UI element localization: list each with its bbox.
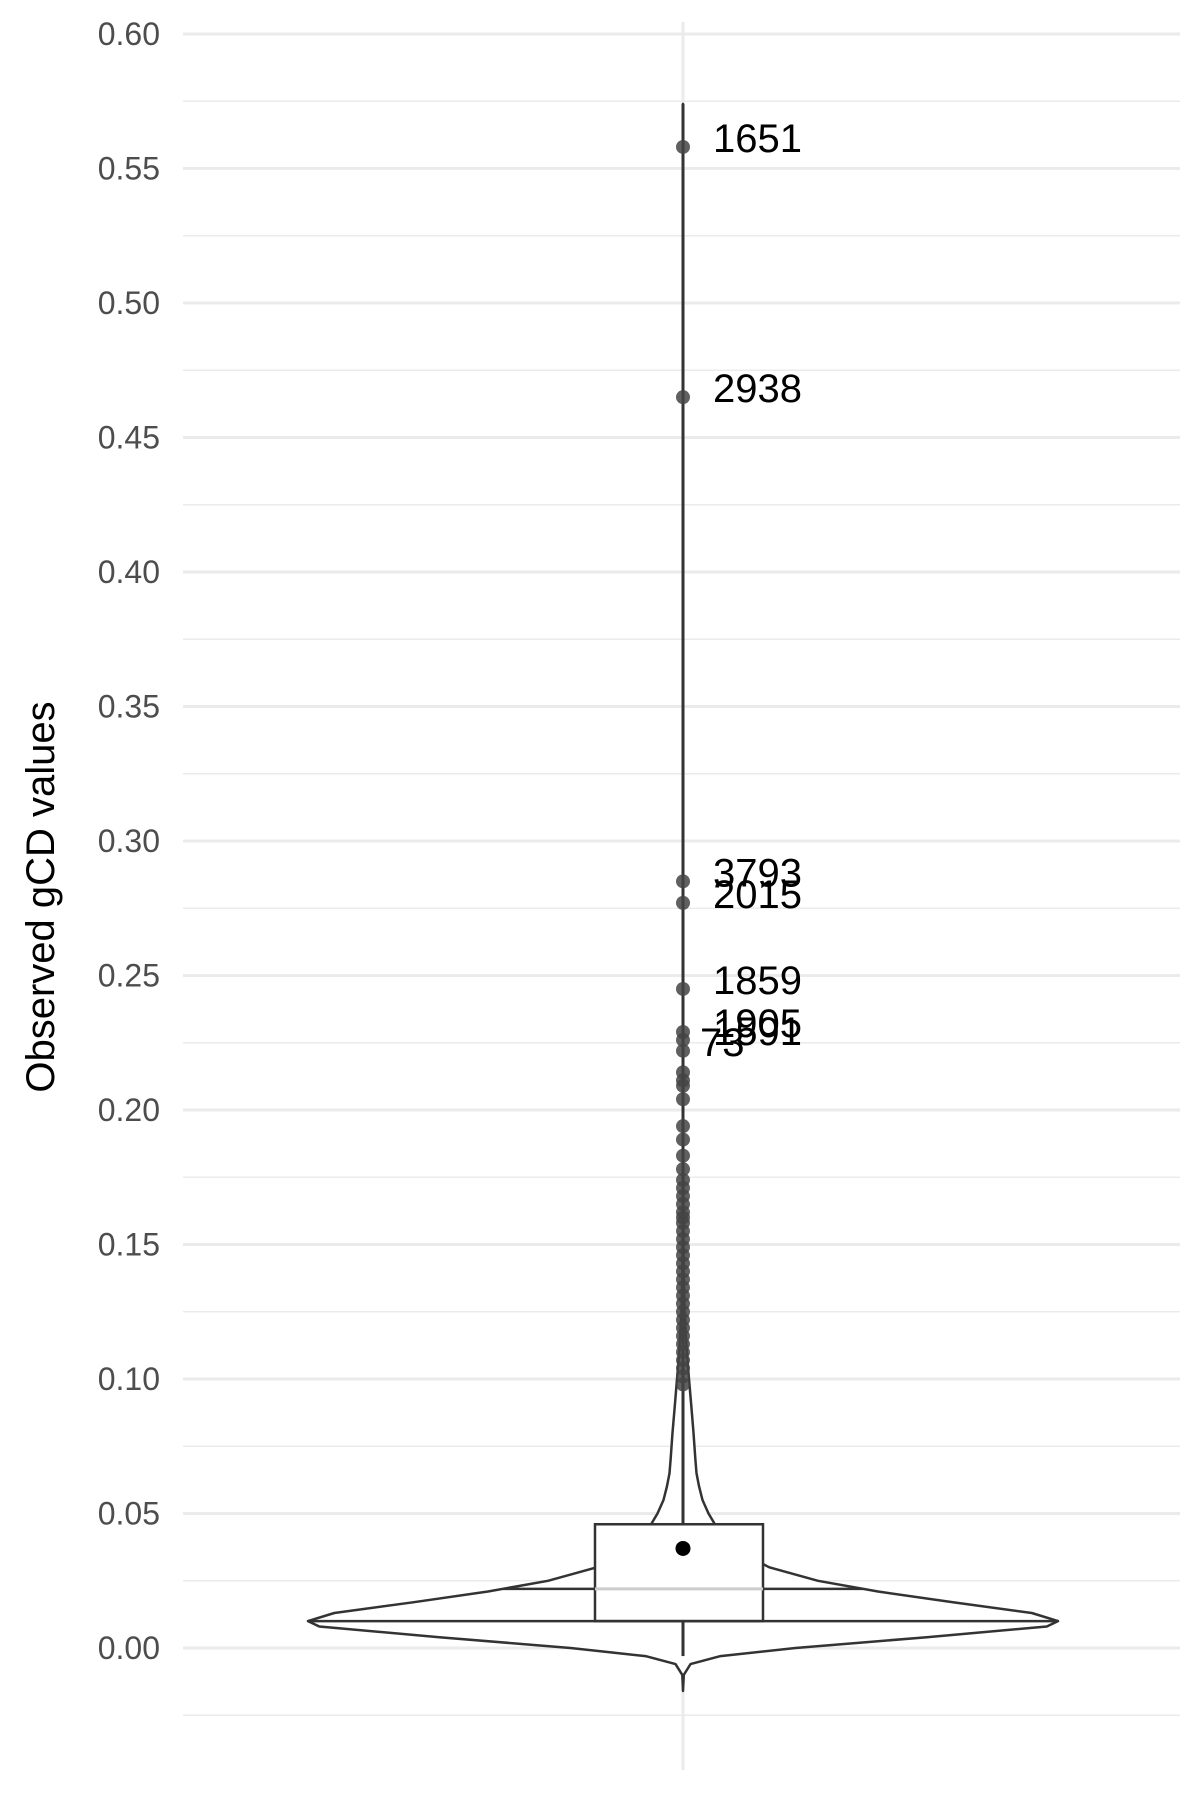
y-tick-labels: 0.00 0.05 0.10 0.15 0.20 0.25 0.30 0.35 0.40 0.45… <box>98 16 160 1666</box>
outlier-point <box>676 874 690 889</box>
y-tick-label: 0.55 <box>98 151 160 187</box>
y-tick-label: 0.50 <box>98 285 160 321</box>
y-tick-label: 0.05 <box>98 1496 160 1532</box>
outlier-point <box>676 1043 690 1058</box>
y-tick-label: 0.45 <box>98 420 160 456</box>
y-tick-label: 0.20 <box>98 1092 160 1128</box>
mean-point <box>675 1540 691 1556</box>
outlier-point <box>676 139 690 154</box>
y-tick-label: 0.60 <box>98 16 160 52</box>
point-label: 2015 <box>713 873 802 917</box>
outlier-point <box>676 981 690 996</box>
y-tick-label: 0.00 <box>98 1630 160 1666</box>
y-axis-title: Observed gCD values <box>19 701 63 1092</box>
y-tick-label: 0.35 <box>98 689 160 725</box>
box-iqr <box>593 1523 765 1623</box>
point-label: 3793 <box>713 851 802 895</box>
outlier-point <box>676 1092 690 1107</box>
outlier-point <box>676 390 690 405</box>
point-label: 1905 <box>713 1002 802 1046</box>
outlier-point <box>676 1148 690 1163</box>
y-tick-label: 0.25 <box>98 958 160 994</box>
y-tick-label: 0.30 <box>98 823 160 859</box>
y-tick-label: 0.40 <box>98 554 160 590</box>
outlier-point <box>676 1132 690 1147</box>
point-label: 1591 <box>713 1010 802 1054</box>
point-label: 1859 <box>713 959 802 1003</box>
outlier-point <box>676 1078 690 1093</box>
outlier-point <box>676 1033 690 1048</box>
point-label: 73 <box>700 1021 745 1065</box>
outlier-points <box>676 139 690 1392</box>
y-tick-label: 0.15 <box>98 1227 160 1263</box>
y-tick-label: 0.10 <box>98 1361 160 1397</box>
outlier-point <box>676 1119 690 1134</box>
outlier-point <box>676 895 690 910</box>
outlier-point <box>676 1377 690 1392</box>
point-label: 2938 <box>713 367 802 411</box>
point-label: 1651 <box>713 117 802 161</box>
boxplot-layer <box>308 103 1058 1657</box>
outlier-point <box>676 1162 690 1177</box>
